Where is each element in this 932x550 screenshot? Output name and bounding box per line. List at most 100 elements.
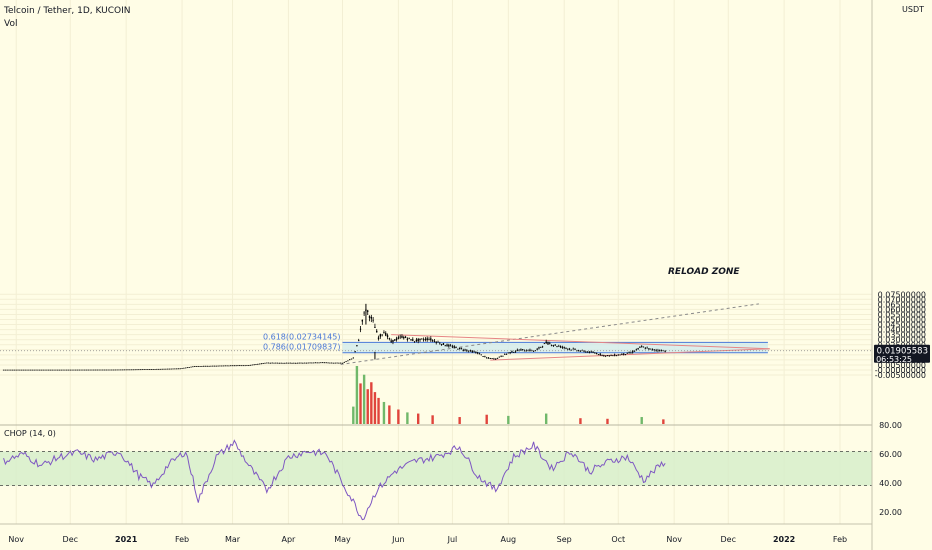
candle-body [163, 368, 165, 370]
candle-body [157, 368, 160, 370]
time-tick-label: Mar [225, 535, 241, 544]
candle-body [469, 350, 472, 352]
candle-body [249, 364, 252, 366]
candle-body [202, 365, 205, 367]
candle-body [141, 369, 144, 371]
candle-body [401, 335, 403, 338]
volume-bar [507, 415, 510, 424]
candle-body [619, 354, 621, 356]
candle-body [280, 362, 282, 364]
time-tick-label: Aug [501, 535, 517, 544]
time-tick-label: Dec [63, 535, 78, 544]
candle-body [644, 348, 647, 350]
candle-body [282, 362, 284, 364]
candle-body [403, 337, 405, 339]
volume-bar [544, 413, 548, 424]
candle-body [316, 362, 318, 364]
candle-body [330, 362, 333, 364]
triangle-upper-line[interactable] [391, 334, 770, 350]
candle-body [255, 364, 257, 365]
candle-body [489, 358, 492, 359]
candle-body [251, 364, 254, 366]
candle-body [604, 355, 607, 357]
candle-body [572, 348, 574, 350]
candle-body [183, 367, 185, 369]
candle-body [659, 349, 661, 351]
candle-body [278, 362, 281, 364]
candle-body [257, 363, 259, 365]
candle-body [56, 369, 59, 371]
trend-line[interactable] [340, 303, 759, 365]
candle-body [112, 369, 115, 371]
candle-body [161, 368, 163, 370]
price-tick-label: -0.00000000 [875, 366, 926, 375]
candle-body [359, 328, 362, 330]
price-tick-label: 0.07000000 [878, 295, 926, 304]
candle-body [2, 369, 5, 371]
candle-body [219, 365, 221, 367]
candle-body [87, 369, 90, 371]
candle-body [368, 316, 371, 318]
candle-body [13, 369, 16, 371]
candle-body [379, 334, 382, 337]
candle-body [246, 365, 248, 367]
chop-axis[interactable]: 80.00 60.00 40.00 20.00 [879, 421, 902, 517]
volume-bar [366, 389, 369, 424]
candle-body [356, 345, 358, 346]
time-tick-label: Nov [8, 535, 24, 544]
candle-body [511, 351, 513, 353]
candle-body [385, 332, 387, 336]
price-tick-label: 0.07500000 [878, 290, 926, 299]
fib-upper-label: 0.618(0.02734145) [263, 332, 341, 341]
price-axis[interactable]: 0.075000000.070000000.065000000.06000000… [875, 290, 926, 380]
candle-body [181, 368, 183, 369]
candle-body [413, 341, 416, 343]
candle-body [296, 362, 299, 364]
candle-body [567, 348, 569, 350]
candle-body [430, 338, 432, 341]
candle-body [491, 358, 493, 359]
candle-body [201, 366, 203, 367]
candle-body [361, 319, 364, 322]
candle-body [213, 365, 216, 367]
candle-body [168, 368, 171, 370]
time-tick-label: Dec [720, 535, 735, 544]
candle-body [399, 336, 401, 338]
price-tick-label: 0.00500000 [878, 361, 926, 370]
candle-body [381, 334, 383, 336]
candle-body [341, 362, 344, 364]
candle-body [639, 346, 641, 348]
chop-tick-label: 20.00 [879, 508, 902, 517]
price-tick-label: 0.06500000 [878, 300, 926, 309]
candle-body [496, 357, 499, 359]
candle-body [273, 362, 275, 364]
candle-body [484, 356, 486, 358]
candle-body [446, 344, 448, 346]
candle-body [172, 368, 174, 370]
candle-body [478, 353, 481, 355]
candle-body [230, 365, 232, 367]
candle-body [159, 368, 162, 370]
candle-body [570, 349, 573, 351]
candle-body [19, 369, 21, 371]
candle-body [258, 363, 261, 365]
volume-bars [352, 366, 665, 424]
current-price-badge: 0.01905583 06:53:25 [874, 344, 930, 364]
candle-body [424, 338, 427, 340]
candle-body [84, 369, 86, 371]
candle-body [47, 369, 50, 371]
candle-body [166, 368, 169, 370]
candle-body [514, 351, 517, 353]
candle-body [505, 353, 508, 355]
price-tick-label: 0.03500000 [878, 331, 926, 340]
candle-body [20, 369, 23, 371]
volume-bar [579, 418, 582, 424]
candle-body [53, 369, 55, 371]
time-axis[interactable]: Nov Dec 2021 Feb Mar Apr May Jun Jul Aug Sep Oct Nov… [8, 535, 847, 544]
candle-body [455, 347, 457, 348]
volume-bar [377, 397, 380, 424]
candle-body [545, 341, 547, 344]
time-tick-label: Feb [833, 535, 847, 544]
candle-body [617, 354, 619, 356]
